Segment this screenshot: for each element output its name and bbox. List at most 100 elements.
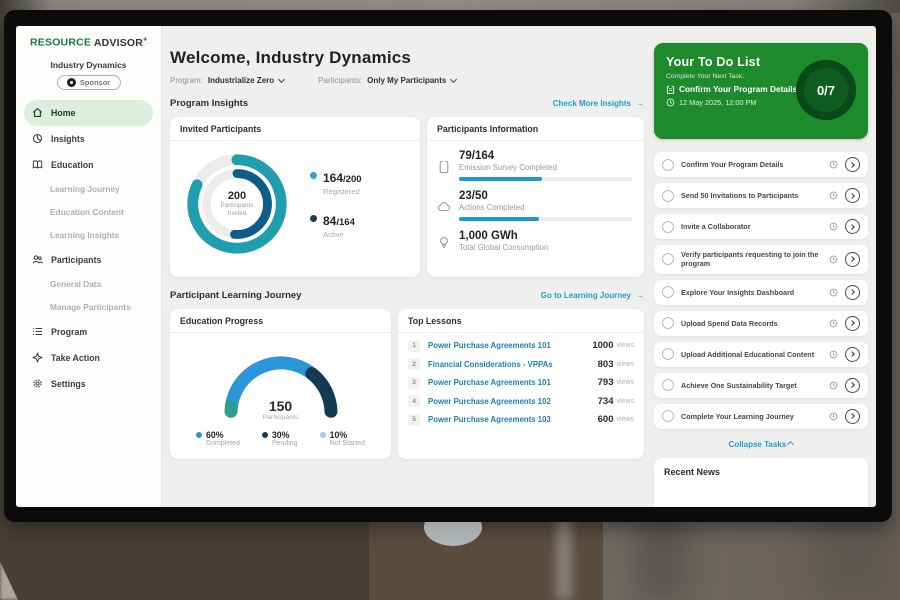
participants-information-card: Participants Information 79/164 Emission… (427, 117, 644, 277)
background-top-strip (0, 0, 900, 13)
clock-icon (829, 381, 838, 390)
sponsor-badge[interactable]: Sponsor (56, 74, 121, 90)
lesson-link[interactable]: Power Purchase Agreements 102 (428, 396, 551, 406)
chevron-right-icon (848, 223, 855, 230)
gear-icon (33, 379, 42, 388)
dashboard-screen: RESOURCE ADVISOR+ Industry Dynamics Spon… (16, 26, 876, 507)
task-row[interactable]: Confirm Your Program Details (654, 152, 868, 177)
progress-track (459, 217, 632, 221)
lesson-row: 3 Power Purchase Agreements 101 793 views (398, 370, 644, 389)
lesson-link[interactable]: Financial Considerations - VPPAs (428, 359, 553, 369)
lesson-link[interactable]: Power Purchase Agreements 101 (428, 341, 551, 350)
task-row[interactable]: Achieve One Sustainability Target (654, 372, 868, 398)
todo-subtitle: Complete Your Next Task: (666, 73, 745, 80)
info-row-survey: 79/164 Emission Survey Completed (427, 141, 644, 181)
chevron-right-icon (848, 413, 855, 420)
section-title: Participant Learning Journey (170, 290, 302, 301)
invited-donut (187, 154, 287, 254)
clock-icon (829, 160, 838, 169)
task-row[interactable]: Invite a Collaborator (654, 214, 868, 239)
next-task: Confirm Your Program Details (666, 84, 856, 94)
participants-dropdown[interactable]: Participants: Only My Participants (318, 75, 458, 85)
task-open-button[interactable] (845, 251, 860, 267)
rank-badge: 5 (408, 413, 420, 426)
org-name: Industry Dynamics (50, 59, 127, 70)
recent-news-title: Recent News (664, 466, 721, 477)
sidebar-item-take-action[interactable]: Take Action (16, 345, 161, 371)
lesson-link[interactable]: Power Purchase Agreements 101 (428, 378, 551, 387)
monitor-bezel: RESOURCE ADVISOR+ Industry Dynamics Spon… (4, 10, 892, 522)
sidebar-nav: Home Insights Education Learning Journey… (16, 99, 161, 397)
sidebar-item-settings[interactable]: Settings (16, 371, 161, 397)
card-title: Top Lessons (398, 309, 644, 333)
legend-dot (310, 215, 317, 222)
logo-primary: RESOURCE (30, 36, 92, 49)
task-checkbox[interactable] (662, 348, 674, 361)
task-open-button[interactable] (845, 315, 860, 331)
legend-item-not-started: 10% Not Started (319, 430, 365, 447)
sidebar: RESOURCE ADVISOR+ Industry Dynamics Spon… (16, 26, 162, 507)
sidebar-item-participants[interactable]: Participants (16, 247, 161, 273)
chevron-right-icon (848, 289, 855, 296)
clock-icon (829, 288, 838, 297)
education-gauge (224, 356, 337, 418)
legend-dot (196, 432, 202, 438)
task-checkbox[interactable] (662, 158, 674, 171)
insights-icon (32, 133, 43, 144)
task-row[interactable]: Upload Additional Educational Content (654, 341, 868, 367)
task-open-button[interactable] (845, 377, 860, 393)
sidebar-item-insights[interactable]: Insights (16, 126, 161, 152)
collapse-tasks-link[interactable]: Collapse Tasks (654, 438, 868, 449)
task-open-button[interactable] (845, 346, 860, 362)
clock-icon (829, 412, 838, 421)
task-checkbox[interactable] (662, 189, 674, 202)
chevron-right-icon (848, 256, 855, 263)
task-open-button[interactable] (845, 219, 860, 234)
sidebar-item-general-data[interactable]: General Data (50, 279, 102, 289)
chevron-right-icon (848, 382, 855, 389)
task-open-button[interactable] (845, 188, 860, 203)
task-row[interactable]: Explore Your Insights Dashboard (654, 279, 868, 305)
task-row[interactable]: Send 50 Invitations to Participants (654, 183, 868, 208)
clock-icon (829, 350, 838, 359)
task-row[interactable]: Verify participants requesting to join t… (654, 245, 868, 274)
donut-legend: 164/200 Registered 84/164 Active (310, 169, 362, 239)
program-dropdown[interactable]: Program: Industrialize Zero (170, 75, 286, 85)
task-checkbox[interactable] (662, 379, 674, 392)
people-icon (32, 255, 43, 264)
sidebar-item-learning-insights[interactable]: Learning Insights (50, 230, 120, 240)
sidebar-item-learning-journey[interactable]: Learning Journey (50, 184, 120, 194)
sidebar-item-manage-participants[interactable]: Manage Participants (50, 302, 131, 312)
todo-task-list: Confirm Your Program Details Send 50 Inv… (654, 152, 868, 429)
sidebar-item-education[interactable]: Education (16, 152, 161, 178)
info-row-actions: 23/50 Actions Completed (427, 181, 644, 221)
task-checkbox[interactable] (662, 253, 674, 266)
chevron-right-icon (848, 320, 855, 327)
card-title: Participants Information (427, 117, 644, 141)
task-row[interactable]: Upload Spend Data Records (654, 310, 868, 336)
task-open-button[interactable] (845, 408, 860, 424)
main-content: Welcome, Industry Dynamics Program: Indu… (162, 26, 650, 507)
chevron-down-icon (278, 75, 286, 83)
task-checkbox[interactable] (662, 410, 674, 423)
rank-badge: 3 (408, 376, 420, 389)
actions-icon (437, 202, 451, 212)
check-more-insights-link[interactable]: Check More Insights → (552, 99, 644, 108)
sidebar-item-program[interactable]: Program (16, 319, 161, 345)
task-checkbox[interactable] (662, 286, 674, 299)
home-icon (32, 107, 43, 117)
task-open-button[interactable] (845, 284, 860, 300)
lesson-link[interactable]: Power Purchase Agreements 103 (428, 415, 551, 424)
task-open-button[interactable] (845, 157, 860, 172)
task-checkbox[interactable] (662, 317, 674, 330)
rank-badge: 1 (408, 339, 420, 352)
sidebar-item-education-content[interactable]: Education Content (50, 207, 124, 217)
sidebar-item-home[interactable]: Home (24, 99, 153, 126)
card-title: Education Progress (170, 309, 391, 333)
legend-dot (310, 172, 317, 179)
task-checkbox[interactable] (662, 220, 674, 233)
go-to-learning-journey-link[interactable]: Go to Learning Journey → (540, 291, 644, 300)
task-row[interactable]: Complete Your Learning Journey (654, 403, 868, 429)
due-date: 12 May 2025, 12:00 PM (666, 98, 856, 107)
